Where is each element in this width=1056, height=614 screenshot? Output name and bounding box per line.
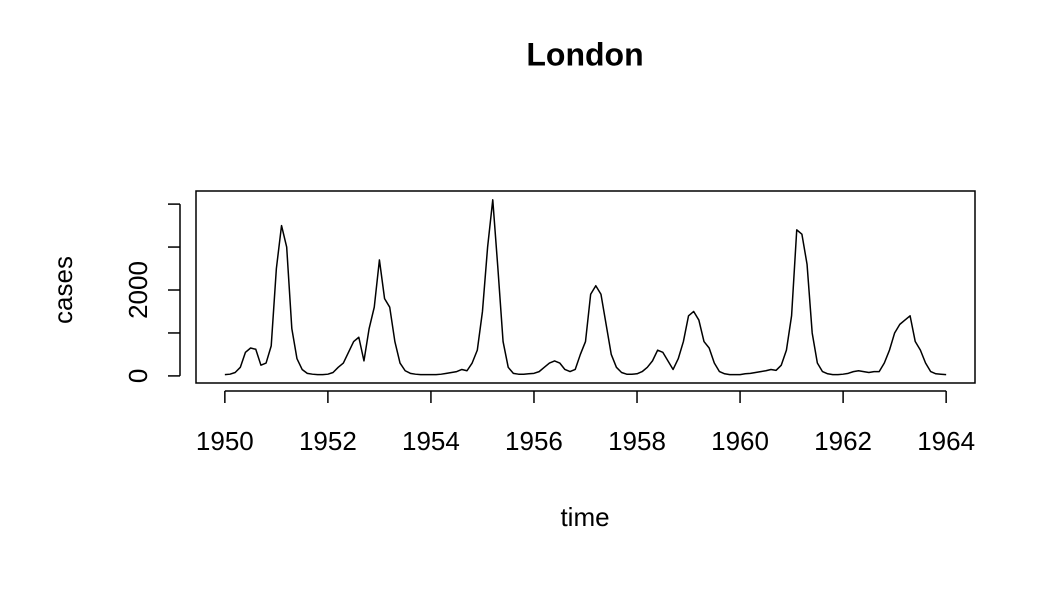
chart-title: London <box>526 36 643 72</box>
x-tick-label: 1964 <box>917 426 975 456</box>
x-tick-label: 1962 <box>814 426 872 456</box>
plot-box <box>195 190 976 384</box>
x-tick-label: 1952 <box>299 426 357 456</box>
y-tick-label: 2000 <box>123 261 153 319</box>
x-tick-label: 1950 <box>196 426 254 456</box>
y-tick-label: 0 <box>123 369 153 383</box>
x-axis-label: time <box>560 502 609 532</box>
y-axis-label: cases <box>48 256 78 324</box>
x-tick-label: 1960 <box>711 426 769 456</box>
data-line <box>224 199 947 376</box>
x-tick-label: 1958 <box>608 426 666 456</box>
x-tick-label: 1956 <box>505 426 563 456</box>
x-tick-label: 1954 <box>402 426 460 456</box>
